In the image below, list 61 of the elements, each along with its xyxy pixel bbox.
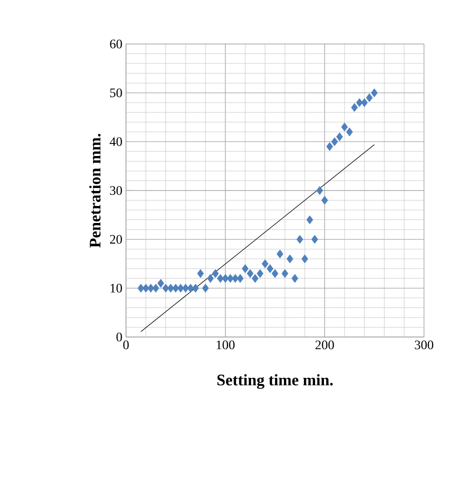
- point: [252, 274, 258, 283]
- point: [222, 274, 229, 283]
- point: [167, 284, 174, 293]
- point: [236, 274, 244, 283]
- point: [246, 269, 254, 278]
- point: [147, 284, 154, 293]
- point: [182, 284, 189, 293]
- x-axis-title: Setting time min.: [217, 374, 333, 389]
- y-tick-label: 40: [110, 137, 122, 146]
- point: [177, 284, 184, 293]
- point: [276, 250, 284, 258]
- point: [301, 254, 308, 264]
- y-tick-label: 60: [110, 40, 122, 48]
- y-axis-title: Penetration mm.: [89, 134, 101, 248]
- point: [331, 137, 338, 146]
- point: [306, 215, 314, 224]
- point: [256, 269, 264, 278]
- y-tick-label: 50: [110, 88, 122, 98]
- point: [356, 98, 363, 107]
- point: [266, 264, 274, 274]
- point: [138, 284, 144, 293]
- point: [242, 264, 249, 274]
- point: [202, 284, 209, 293]
- point: [286, 254, 294, 264]
- point: [157, 278, 164, 288]
- point: [296, 234, 304, 244]
- x-tick-label: 300: [414, 340, 434, 350]
- point: [226, 274, 234, 283]
- point: [142, 284, 150, 293]
- point: [341, 122, 348, 132]
- point: [326, 142, 333, 151]
- point: [282, 269, 288, 278]
- point: [321, 196, 328, 205]
- point: [262, 259, 268, 268]
- point: [232, 274, 239, 283]
- point: [197, 269, 204, 278]
- point: [217, 274, 224, 283]
- y-tick-label: 0: [116, 332, 122, 342]
- point: [361, 98, 368, 107]
- point: [370, 88, 378, 98]
- x-tick-label: 0: [123, 340, 129, 350]
- point: [336, 132, 343, 142]
- point: [207, 274, 214, 283]
- point: [187, 284, 194, 293]
- point: [292, 274, 298, 283]
- point: [346, 128, 353, 136]
- point: [192, 284, 199, 293]
- point: [212, 269, 219, 278]
- point: [272, 269, 278, 278]
- point: [366, 93, 373, 102]
- x-tick-label: 100: [216, 340, 235, 350]
- x-tick-label: 200: [315, 340, 334, 350]
- point: [311, 234, 318, 244]
- y-tick-label: 10: [110, 284, 122, 293]
- point: [162, 284, 170, 293]
- y-tick-label: 20: [110, 234, 122, 244]
- y-tick-label: 30: [110, 186, 122, 195]
- point: [172, 284, 180, 293]
- point: [152, 284, 160, 293]
- point: [316, 186, 324, 195]
- point: [351, 103, 358, 112]
